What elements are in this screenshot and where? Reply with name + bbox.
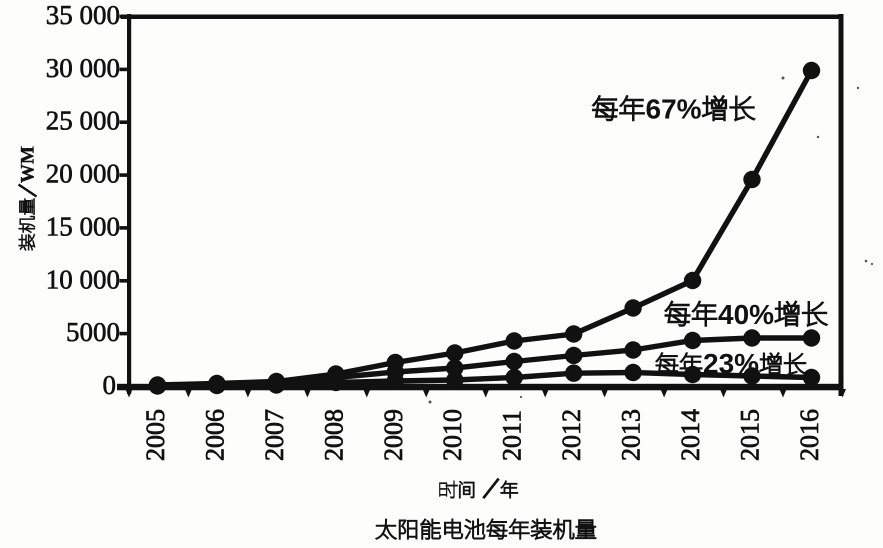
svg-text:15 000: 15 000 [46, 211, 120, 241]
svg-text:2014: 2014 [676, 409, 705, 461]
svg-text:2009: 2009 [379, 409, 408, 461]
svg-text:WM: WM [18, 146, 39, 183]
svg-text:0: 0 [103, 370, 117, 400]
svg-text:2005: 2005 [141, 409, 170, 461]
svg-text:2016: 2016 [795, 409, 824, 461]
svg-text:10 000: 10 000 [46, 264, 120, 294]
svg-text:23%: 23% [703, 348, 759, 379]
svg-text:2015: 2015 [736, 409, 765, 461]
svg-text:5000: 5000 [66, 317, 120, 347]
svg-text:20 000: 20 000 [46, 159, 120, 189]
svg-text:2008: 2008 [319, 409, 348, 461]
svg-text:2013: 2013 [617, 409, 646, 461]
svg-text:67%: 67% [646, 94, 702, 125]
svg-text:40%: 40% [718, 299, 774, 330]
svg-text:30 000: 30 000 [46, 53, 120, 83]
svg-text:2006: 2006 [200, 409, 229, 461]
svg-text:2010: 2010 [438, 409, 467, 461]
svg-text:2011: 2011 [498, 410, 527, 461]
svg-text:25 000: 25 000 [46, 106, 120, 136]
svg-text:35 000: 35 000 [46, 0, 120, 30]
svg-text:2007: 2007 [260, 409, 289, 461]
svg-text:2012: 2012 [557, 409, 586, 461]
